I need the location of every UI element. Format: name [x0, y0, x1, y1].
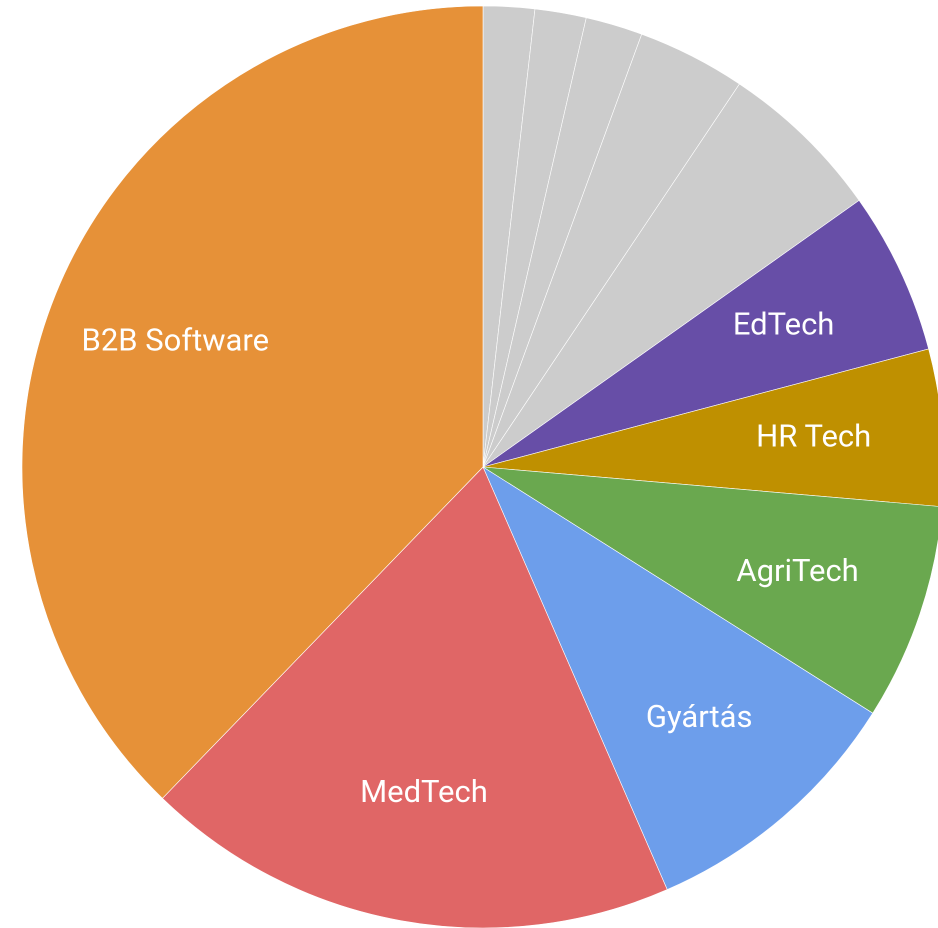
slice-label: B2B Software [82, 322, 270, 359]
slice-label: Gyártás [646, 698, 753, 735]
pie-slice [162, 466, 668, 928]
slice-label: AgriTech [736, 552, 858, 589]
pie-slice [21, 5, 484, 799]
pie-slice [482, 348, 938, 507]
slice-label: EdTech [733, 305, 835, 342]
slice-label: MedTech [360, 773, 488, 810]
slice-label: HR Tech [756, 418, 871, 455]
pie-slice [482, 466, 874, 890]
pie-slice [482, 466, 938, 714]
pie-slice [482, 83, 860, 468]
pie-slice [482, 199, 929, 468]
